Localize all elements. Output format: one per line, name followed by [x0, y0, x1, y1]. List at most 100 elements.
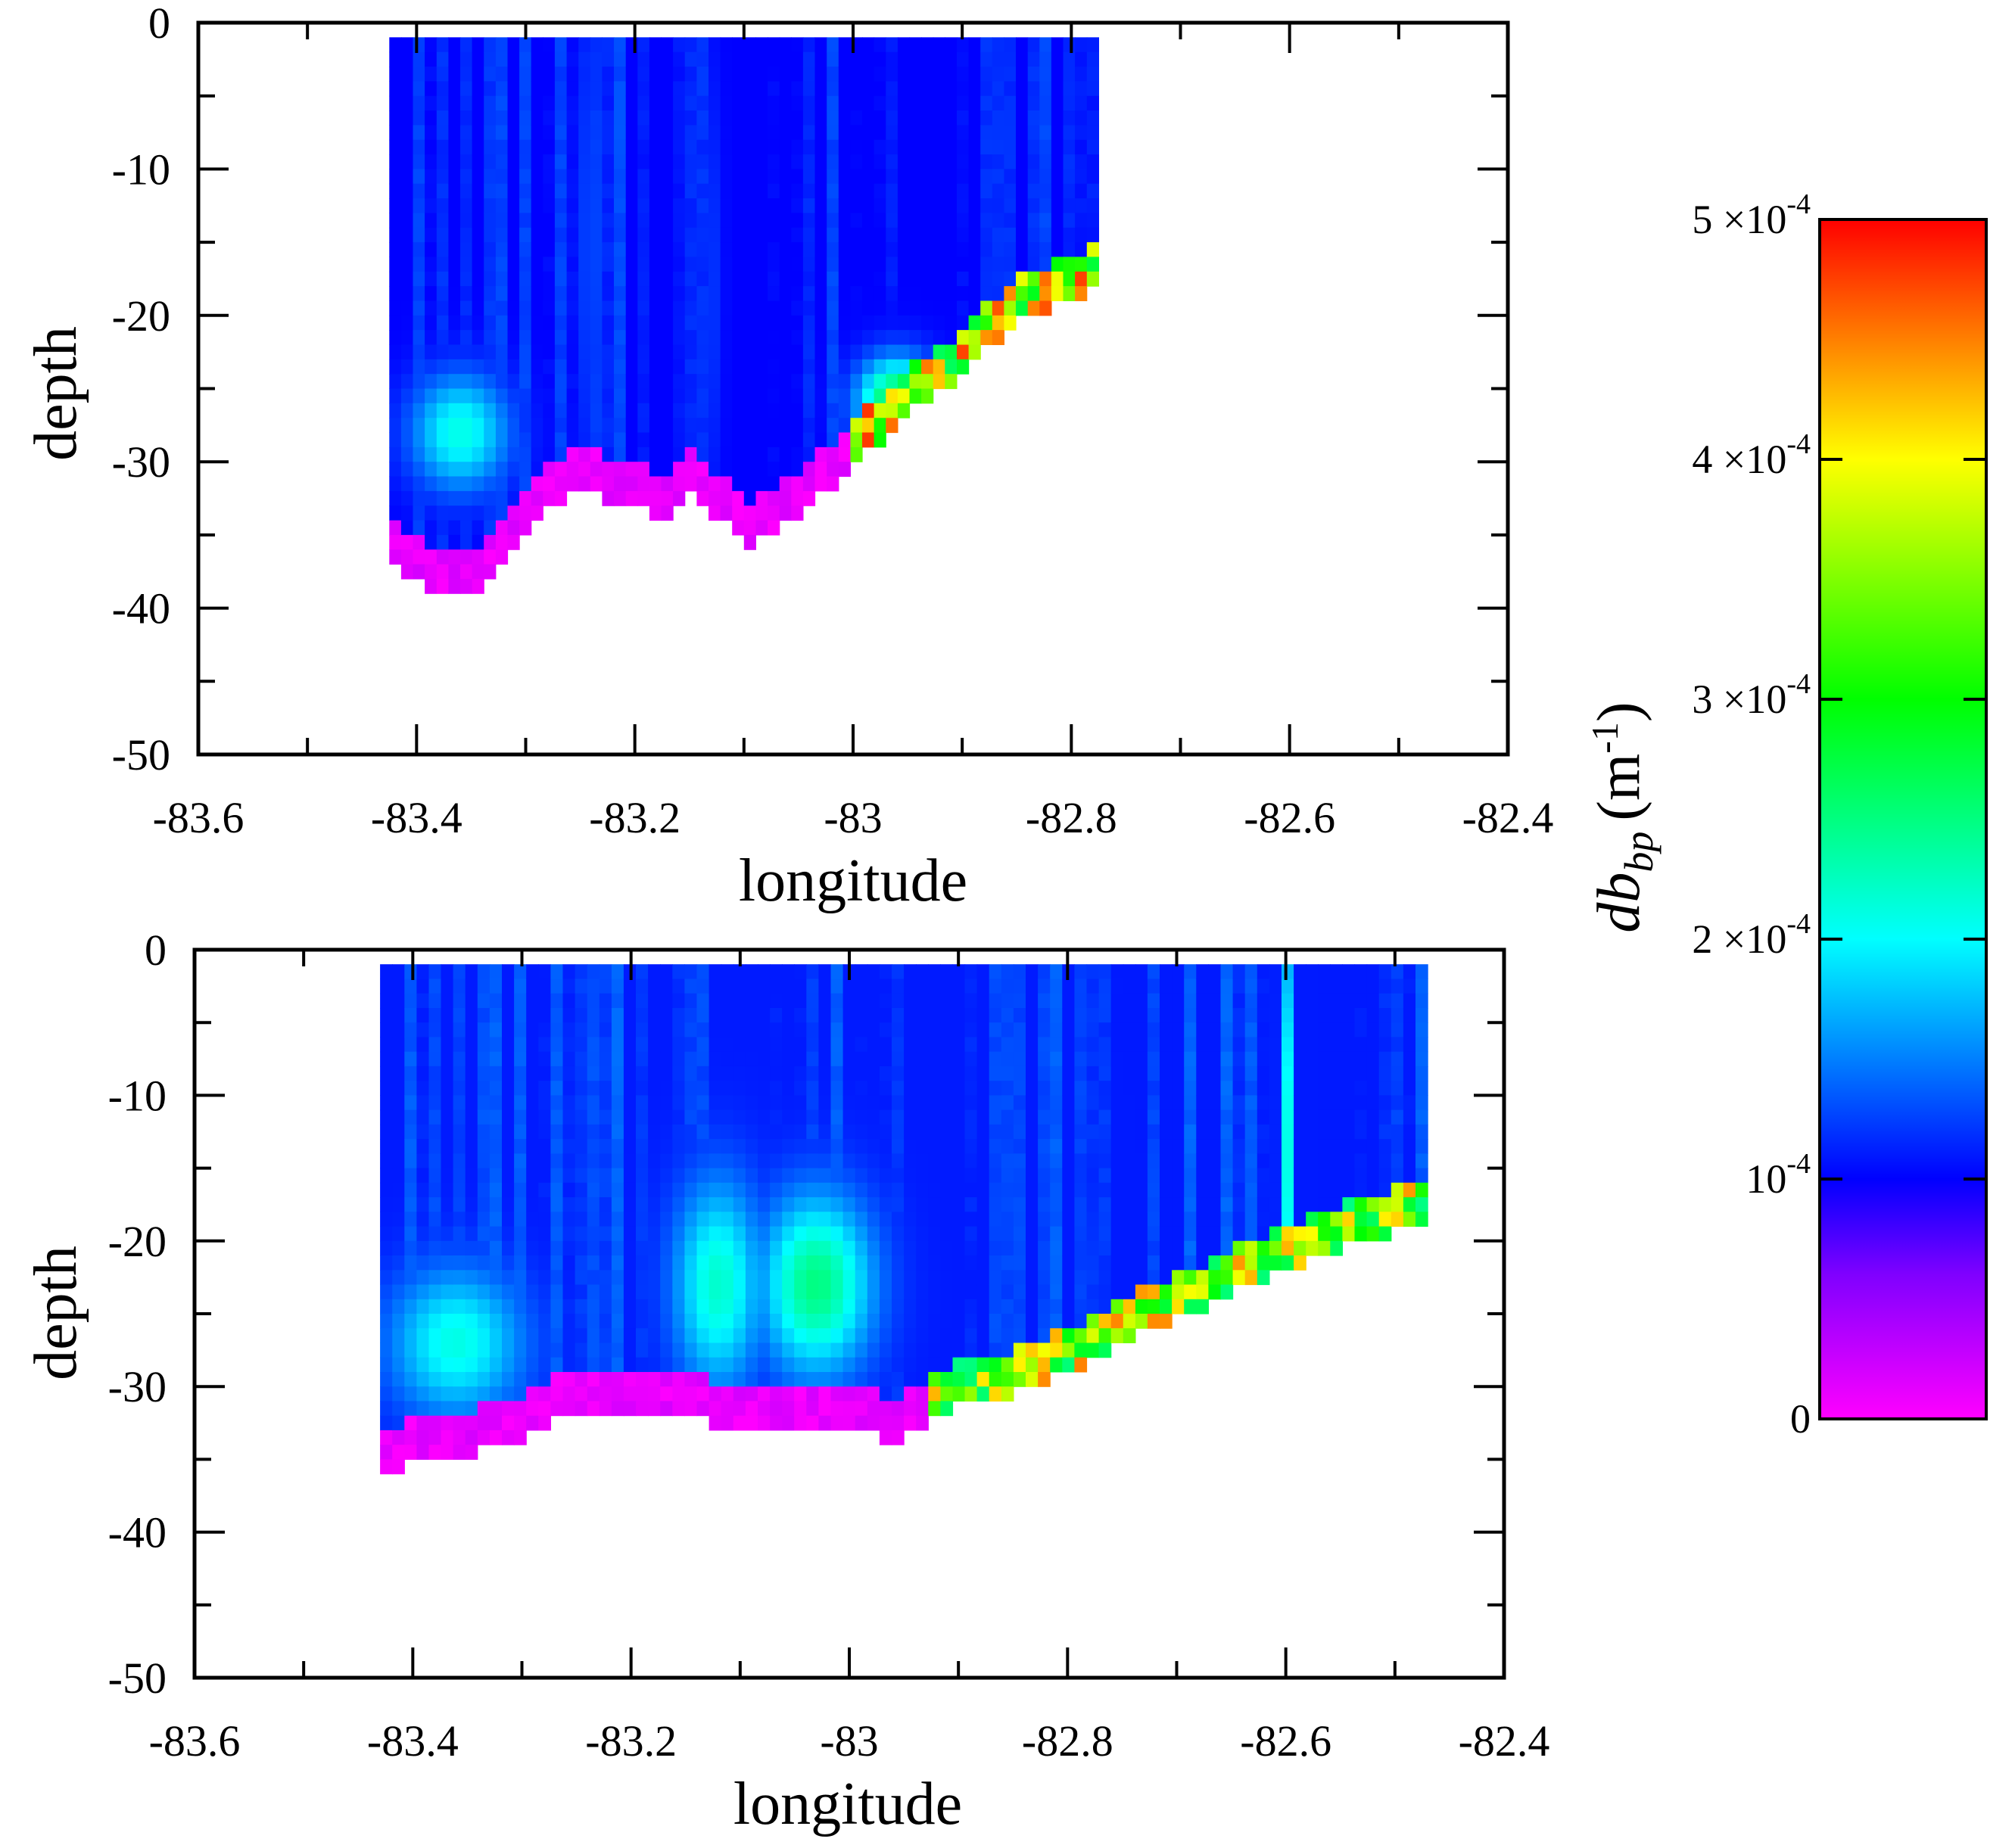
heatmap-cell [1027, 257, 1040, 272]
heatmap-cell [404, 978, 417, 994]
heatmap-cell [1232, 1095, 1246, 1111]
heatmap-cell [732, 242, 745, 257]
heatmap-cell [575, 1357, 588, 1373]
heatmap-cell [892, 1051, 905, 1067]
heatmap-cell [428, 1095, 442, 1111]
heatmap-cell [1026, 993, 1039, 1009]
heatmap-cell [1366, 1008, 1380, 1023]
heatmap-cell [413, 432, 425, 448]
heatmap-cell [909, 257, 922, 272]
heatmap-cell [489, 978, 503, 994]
heatmap-cell [425, 51, 438, 67]
heatmap-cell [602, 374, 615, 390]
heatmap-cell [842, 1299, 856, 1314]
heatmap-cell [380, 1357, 393, 1373]
heatmap-cell [623, 1051, 637, 1067]
heatmap-cell [614, 418, 627, 434]
heatmap-cell [1038, 1342, 1051, 1358]
heatmap-cell [830, 964, 844, 979]
heatmap-cell [538, 1037, 551, 1053]
heatmap-cell [660, 1066, 673, 1081]
heatmap-cell [874, 388, 886, 404]
heatmap-cell [1051, 271, 1064, 287]
heatmap-cell [1403, 1022, 1416, 1038]
heatmap-cell [1342, 1109, 1356, 1125]
heatmap-cell [453, 1299, 466, 1314]
heatmap-cell [648, 1095, 661, 1111]
heatmap-cell [758, 1037, 771, 1053]
heatmap-cell [791, 213, 804, 229]
heatmap-cell [1016, 37, 1029, 53]
heatmap-cell [745, 1270, 758, 1286]
heatmap-cell [1063, 286, 1076, 301]
heatmap-cell [460, 139, 473, 155]
heatmap-cell [660, 1022, 673, 1038]
heatmap-cell [827, 476, 839, 492]
heatmap-cell [519, 227, 532, 243]
heatmap-cell [794, 1124, 807, 1140]
heatmap-cell [465, 1066, 478, 1081]
heatmap-cell [599, 1401, 612, 1417]
heatmap-cell [806, 1095, 819, 1111]
heatmap-cell [472, 95, 484, 111]
heatmap-cell [1196, 1299, 1209, 1314]
heatmap-cell [507, 506, 520, 521]
heatmap-cell [758, 1022, 771, 1038]
heatmap-cell [380, 1459, 393, 1475]
heatmap-cell [587, 1109, 600, 1125]
heatmap-cell [550, 1139, 564, 1154]
heatmap-cell [1282, 1255, 1294, 1271]
heatmap-cell [1135, 1051, 1148, 1067]
heatmap-cell [1184, 1197, 1197, 1212]
heatmap-cell [636, 1357, 649, 1373]
heatmap-cell [575, 1386, 588, 1402]
heatmap-cell [392, 1314, 405, 1329]
heatmap-cell [637, 330, 650, 345]
heatmap-cell [1257, 1139, 1270, 1154]
heatmap-cell [538, 1124, 551, 1140]
heatmap-cell [531, 154, 543, 170]
heatmap-cell [587, 1270, 600, 1286]
heatmap-cell [855, 1139, 868, 1154]
heatmap-cell [495, 242, 509, 257]
heatmap-cell [425, 95, 438, 111]
heatmap-cell [1013, 1037, 1026, 1053]
heatmap-cell [992, 330, 1004, 345]
heatmap-cell [1257, 1270, 1270, 1286]
heatmap-cell [625, 476, 638, 492]
heatmap-cell [1026, 1095, 1039, 1111]
heatmap-cell [436, 81, 449, 97]
heatmap-cell [465, 1226, 478, 1242]
heatmap-cell [684, 1372, 698, 1387]
heatmap-cell [1038, 1022, 1051, 1038]
heatmap-cell [952, 1240, 966, 1256]
heatmap-cell [1026, 1037, 1039, 1053]
heatmap-cell [791, 125, 804, 141]
heatmap-cell [562, 1372, 576, 1387]
heatmap-cell [818, 1226, 832, 1242]
heatmap-cell [782, 1153, 795, 1169]
heatmap-cell [531, 213, 543, 229]
heatmap-cell [661, 67, 674, 82]
heatmap-cell [874, 125, 886, 141]
heatmap-cell [721, 1415, 734, 1431]
heatmap-cell [827, 374, 839, 390]
heatmap-cell [758, 1008, 771, 1023]
heatmap-cell [625, 300, 638, 316]
heatmap-cell [526, 1314, 539, 1329]
heatmap-cell [928, 1197, 941, 1212]
heatmap-cell [602, 51, 615, 67]
heatmap-cell [575, 964, 588, 979]
heatmap-cell [1147, 1124, 1160, 1140]
heatmap-cell [477, 1081, 491, 1096]
heatmap-cell [968, 300, 981, 316]
x-tick-label: -83.2 [589, 793, 680, 842]
heatmap-cell [1378, 964, 1392, 979]
heatmap-cell [1013, 1081, 1026, 1096]
heatmap-cell [1160, 1299, 1173, 1314]
heatmap-cell [1013, 1328, 1026, 1343]
heatmap-cell [538, 1066, 551, 1081]
heatmap-cell [921, 51, 934, 67]
heatmap-cell [538, 1270, 551, 1286]
heatmap-cell [886, 125, 898, 141]
